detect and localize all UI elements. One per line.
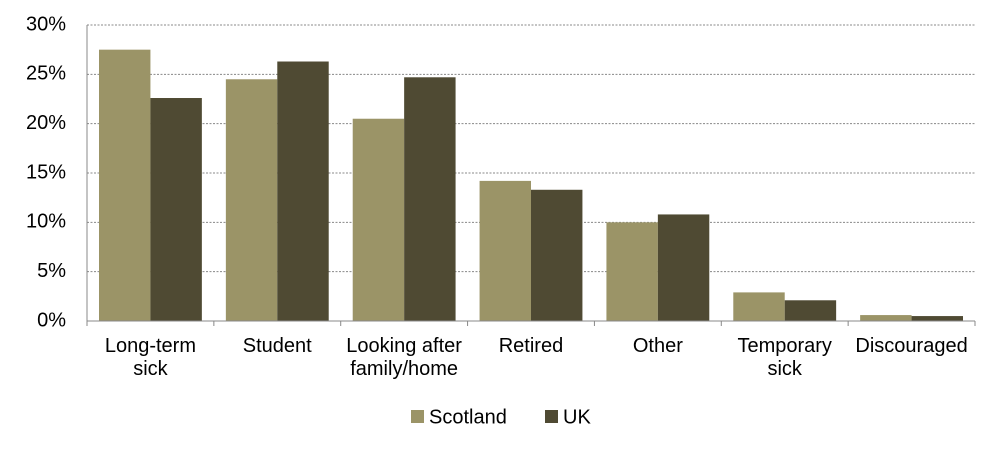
bar xyxy=(352,118,405,321)
y-tick-label: 30% xyxy=(26,13,66,35)
x-tick-label: Retired xyxy=(498,335,564,357)
x-tick-label: Other xyxy=(632,335,683,357)
bar xyxy=(531,189,583,321)
y-tick-label: 20% xyxy=(26,112,66,134)
legend-swatch xyxy=(545,410,558,423)
bar xyxy=(911,316,963,321)
y-tick-label: 10% xyxy=(26,211,66,233)
bar xyxy=(404,77,456,321)
bar xyxy=(733,292,785,321)
legend-label: Scotland xyxy=(429,406,507,428)
x-tick-label: Student xyxy=(242,335,312,357)
y-tick-label: 25% xyxy=(26,63,66,85)
y-tick-label: 15% xyxy=(26,161,66,183)
legend-swatch xyxy=(411,410,424,423)
bar xyxy=(99,49,151,322)
x-tick-label: Temporary sick xyxy=(737,335,832,380)
x-tick-label: Long-term sick xyxy=(104,335,196,380)
bar xyxy=(606,222,658,321)
bar xyxy=(225,79,278,322)
bar xyxy=(150,98,202,321)
bar xyxy=(657,214,710,321)
y-tick-label: 0% xyxy=(37,309,66,331)
y-tick-label: 5% xyxy=(37,260,66,282)
bar xyxy=(479,180,531,321)
bar xyxy=(277,61,329,322)
legend-label: UK xyxy=(563,406,591,428)
bar xyxy=(784,300,837,321)
x-tick-label: Looking after family/home xyxy=(346,335,462,380)
x-tick-label: Discouraged xyxy=(855,335,968,357)
bar xyxy=(860,315,912,321)
